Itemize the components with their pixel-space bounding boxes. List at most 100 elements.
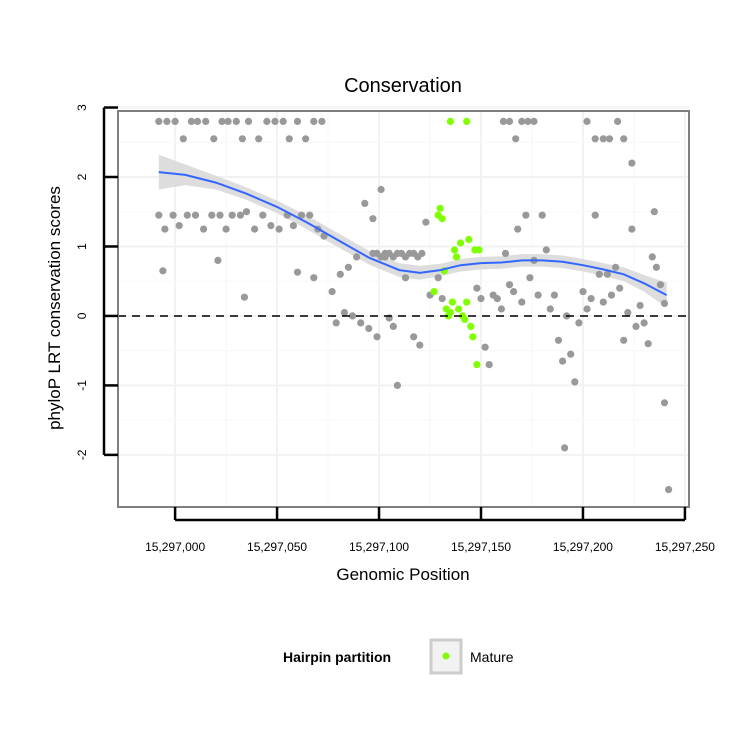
y-tick-label: 1: [75, 243, 89, 250]
other-point: [485, 361, 493, 369]
other-point: [267, 222, 275, 230]
other-point: [501, 249, 510, 257]
other-point: [183, 211, 191, 219]
other-point: [620, 336, 628, 344]
other-point: [191, 211, 200, 219]
other-point: [228, 211, 236, 219]
mature-point: [436, 204, 444, 212]
other-point: [393, 381, 401, 389]
other-point: [648, 253, 656, 261]
other-point: [522, 211, 530, 219]
other-point: [175, 222, 183, 230]
y-axis-label: phyloP LRT conservation scores: [45, 186, 64, 430]
mature-point: [450, 246, 459, 254]
other-point: [550, 291, 559, 299]
other-point: [607, 291, 616, 299]
other-point: [616, 284, 624, 292]
mature-point: [467, 322, 475, 330]
other-point: [348, 312, 357, 320]
other-point: [567, 350, 575, 358]
x-tick-label: 15,297,200: [553, 540, 613, 554]
other-point: [155, 117, 163, 125]
y-tick-label: 3: [75, 104, 89, 111]
other-point: [263, 117, 271, 125]
other-point: [401, 274, 410, 282]
plot-panel: [117, 106, 690, 508]
smooth-confidence-band: [158, 154, 667, 308]
other-point: [514, 225, 522, 233]
other-point: [389, 322, 397, 330]
y-tick-label: -1: [75, 380, 89, 391]
other-point: [236, 211, 244, 219]
other-point: [275, 225, 283, 233]
legend-key-mature-dot: [442, 652, 450, 660]
other-point: [652, 263, 661, 271]
other-point: [179, 135, 187, 143]
other-point: [579, 288, 587, 296]
x-tick-label: 15,297,000: [145, 540, 205, 554]
other-point: [499, 117, 507, 125]
legend: Hairpin partition Mature: [283, 638, 514, 675]
mature-point: [457, 239, 465, 247]
x-tick-label: 15,297,150: [451, 540, 511, 554]
plot-frame: [117, 110, 690, 508]
other-point: [410, 333, 418, 341]
other-point: [289, 222, 297, 230]
other-point: [210, 135, 218, 143]
other-point: [293, 268, 302, 276]
other-point: [332, 319, 340, 327]
other-point: [481, 343, 489, 351]
other-point: [530, 117, 538, 125]
mature-point: [463, 117, 471, 125]
other-point: [636, 301, 644, 310]
other-point: [505, 281, 514, 289]
other-point: [202, 117, 210, 125]
other-point: [216, 211, 224, 219]
mature-point: [475, 246, 483, 254]
other-point: [583, 117, 591, 125]
mature-point: [446, 308, 454, 317]
other-point: [628, 159, 636, 167]
other-point: [218, 117, 226, 125]
other-point: [434, 274, 442, 282]
other-point: [559, 357, 567, 365]
other-point: [660, 399, 669, 407]
mature-point: [455, 305, 463, 313]
y-tick-label: -2: [75, 449, 89, 460]
chart-title: Conservation: [344, 75, 462, 97]
other-point: [365, 324, 373, 333]
other-point: [591, 211, 599, 219]
other-point: [534, 291, 542, 299]
other-point: [255, 135, 263, 143]
other-point: [155, 211, 163, 219]
legend-title: Hairpin partition: [283, 649, 391, 665]
other-point: [614, 117, 622, 125]
other-point: [208, 211, 216, 219]
other-point: [599, 135, 607, 143]
other-point: [591, 135, 599, 143]
other-point: [187, 117, 195, 125]
other-point: [538, 211, 546, 219]
other-point: [310, 274, 318, 282]
other-point: [279, 117, 287, 125]
other-point: [361, 199, 369, 207]
other-point: [587, 295, 595, 303]
other-point: [497, 305, 505, 313]
other-point: [251, 225, 259, 233]
other-point: [224, 117, 232, 125]
mature-point: [438, 215, 446, 223]
y-tick-label: 0: [75, 312, 89, 319]
other-point: [200, 225, 208, 233]
mature-point: [452, 253, 461, 261]
other-point: [169, 211, 177, 219]
mature-point: [473, 361, 481, 369]
other-point: [575, 319, 583, 327]
other-point: [238, 135, 246, 143]
other-point: [493, 295, 501, 303]
other-point: [595, 270, 603, 278]
other-point: [518, 298, 526, 306]
smooth-trend-line: [158, 171, 668, 296]
other-point: [336, 270, 344, 278]
x-axis-label: Genomic Position: [336, 565, 469, 584]
